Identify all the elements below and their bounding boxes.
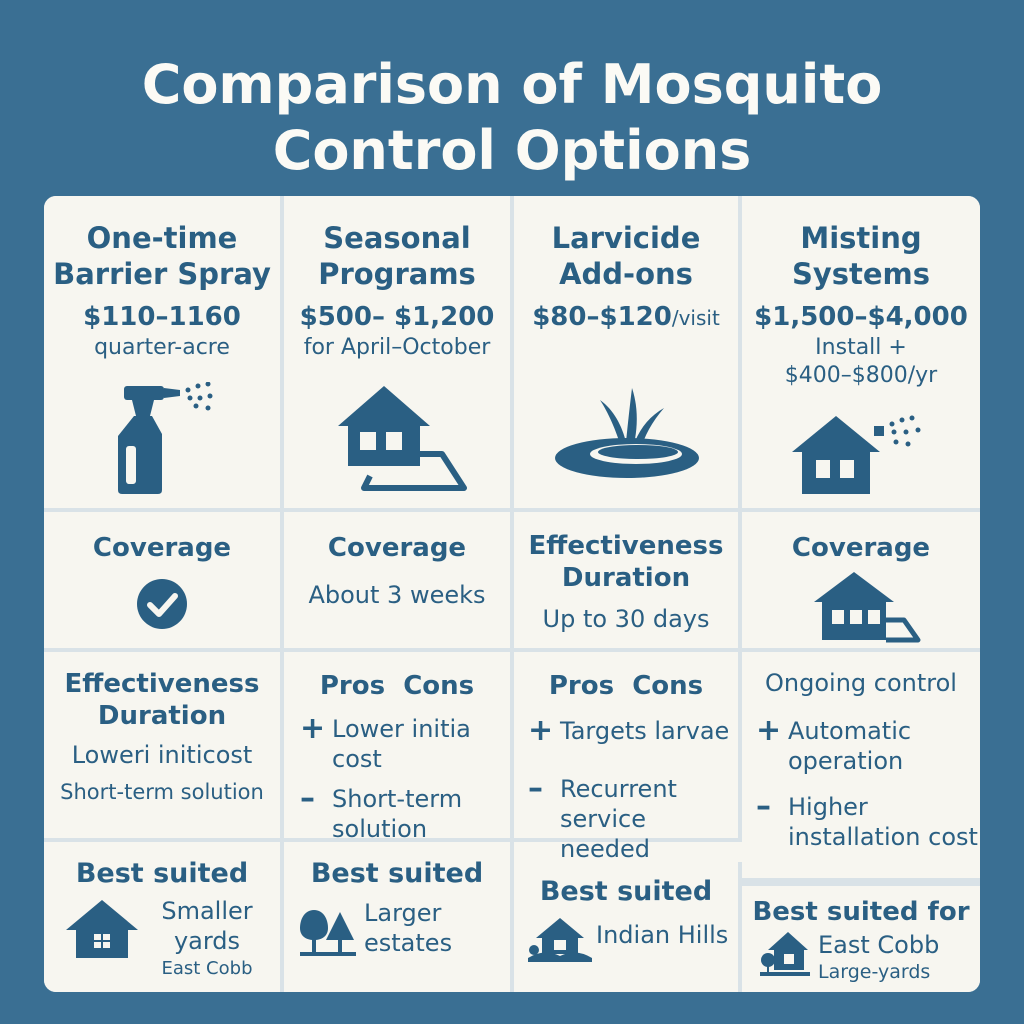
duration-cell-larvicide: Effectiveness Duration Up to 30 days	[514, 512, 742, 652]
pro-line-1: Lower initia	[332, 715, 471, 743]
cell-heading: Coverage	[92, 533, 232, 563]
pro-line-1: Automatic	[788, 717, 912, 745]
option-name-line-2: Systems	[791, 257, 931, 291]
house-hill-icon	[528, 916, 592, 962]
comparison-board: One-time Barrier Spray $110–1160 quarter…	[44, 196, 980, 992]
option-name-line-1: One-time	[86, 221, 238, 255]
cell-text-1: Loweri initicost	[71, 741, 253, 769]
option-card-seasonal-programs: Seasonal Programs $500– $1,200 for April…	[284, 196, 514, 512]
cell-text: About 3 weeks	[308, 581, 486, 609]
option-name-line-2: Programs	[318, 257, 476, 291]
option-price-note: for April–October	[303, 335, 491, 360]
con-item: – Higher installation cost	[756, 792, 980, 852]
pro-line-2: cost	[332, 745, 382, 773]
option-name-line-1: Seasonal	[323, 221, 471, 255]
option-name-line-1: Misting	[800, 221, 922, 255]
con-line-1: Recurrent	[560, 775, 677, 803]
pro-item: + Lower initia cost	[300, 714, 510, 774]
option-price-note-line-2: $400–$800/yr	[784, 363, 938, 388]
cell-text-2: Short-term solution	[60, 780, 264, 804]
best-suited-line-1: Indian Hills	[596, 921, 729, 949]
cell-heading: Ongoing control	[765, 669, 957, 697]
cell-heading-line-2: Duration	[561, 563, 691, 593]
minus-icon: –	[756, 789, 771, 824]
minus-icon: –	[300, 781, 315, 816]
plus-icon: +	[756, 713, 782, 748]
best-suited-line-1: East Cobb	[818, 931, 940, 959]
option-card-larvicide-addons: Larvicide Add-ons $80–$120/visit	[514, 196, 742, 512]
con-line-2: installation cost	[788, 823, 978, 851]
cell-heading: Best suited	[310, 858, 484, 889]
option-price-note-line-1: Install +	[815, 335, 907, 360]
house-misting-icon	[790, 414, 926, 498]
minus-icon: –	[528, 771, 543, 806]
best-suited-line-2: estates	[364, 929, 453, 957]
title-line-1: Comparison of Mosquito	[141, 53, 883, 116]
plus-icon: +	[528, 713, 554, 748]
con-line-2: service needed	[560, 805, 650, 863]
option-price: $110–1160	[83, 302, 241, 332]
best-suited-cell-barrier-spray: Best suited Smaller yards East Cobb	[44, 842, 284, 992]
house-yard-icon	[810, 570, 922, 644]
option-price-note: quarter-acre	[94, 335, 230, 360]
con-line-1: Higher	[788, 793, 868, 821]
water-puddle-icon	[552, 386, 702, 482]
option-price: $500– $1,200	[299, 302, 495, 332]
pro-line-2: operation	[788, 747, 904, 775]
best-suited-line-1: Larger	[364, 899, 442, 927]
con-line-1: Short-term	[332, 785, 463, 813]
cell-heading-line-2: Duration	[97, 701, 227, 731]
cell-heading: Coverage	[791, 533, 931, 563]
coverage-cell-seasonal: Coverage About 3 weeks	[284, 512, 514, 652]
title-line-2: Control Options	[272, 119, 752, 182]
duration-cell-barrier-spray: Effectiveness Duration Loweri initicost …	[44, 652, 284, 842]
house-yard-icon	[334, 384, 470, 494]
pros-cons-cell-larvicide: Pros Cons + Targets larvae – Recurrent s…	[514, 652, 742, 863]
cell-heading: Pros Cons	[548, 671, 704, 701]
best-suited-line-3: East Cobb	[161, 958, 253, 979]
option-price: $1,500–$4,000	[754, 302, 968, 332]
house-icon	[64, 898, 140, 960]
best-suited-cell-misting: Best suited for East Cobb Large-yards	[742, 882, 980, 992]
cell-heading: Best suited for	[752, 897, 970, 927]
best-suited-line-2: Large-yards	[818, 961, 931, 983]
option-price: $80–$120	[532, 302, 672, 332]
con-line-2: solution	[332, 815, 428, 843]
con-item: – Recurrent service needed	[528, 774, 738, 864]
pro-item: + Targets larvae	[528, 716, 738, 746]
house-tree-icon	[760, 930, 810, 976]
cell-heading: Coverage	[327, 533, 467, 563]
con-item: – Short-term solution	[300, 784, 510, 844]
best-suited-line-2: yards	[173, 927, 241, 955]
cell-heading-line-1: Effectiveness	[528, 531, 724, 561]
coverage-cell-barrier-spray: Coverage	[44, 512, 284, 652]
pro-item: + Automatic operation	[756, 716, 980, 776]
option-name-line-2: Add-ons	[559, 257, 693, 291]
best-suited-cell-larvicide: Best suited Indian Hills	[514, 862, 742, 992]
best-suited-cell-seasonal: Best suited Larger estates	[284, 842, 514, 992]
cell-heading-line-1: Effectiveness	[64, 669, 260, 699]
option-price-unit: /visit	[671, 306, 720, 330]
coverage-cell-misting: Coverage	[742, 512, 980, 652]
cell-heading: Best suited	[75, 858, 249, 889]
option-name-line-1: Larvicide	[551, 221, 701, 255]
option-card-barrier-spray: One-time Barrier Spray $110–1160 quarter…	[44, 196, 284, 512]
option-card-misting-systems: Misting Systems $1,500–$4,000 Install + …	[742, 196, 980, 512]
checkmark-circle-icon	[136, 578, 188, 630]
cell-heading: Best suited	[539, 876, 713, 907]
pro-line-1: Targets larvae	[560, 717, 730, 745]
best-suited-line-1: Smaller	[161, 897, 253, 925]
cell-text: Up to 30 days	[542, 605, 710, 633]
pros-cons-cell-seasonal: Pros Cons + Lower initia cost – Short-te…	[284, 652, 514, 844]
plus-icon: +	[300, 711, 326, 746]
trees-icon	[300, 906, 356, 958]
page-title: Comparison of Mosquito Control Options	[0, 52, 1024, 184]
pros-cons-cell-misting: Ongoing control + Automatic operation – …	[742, 652, 980, 882]
spray-bottle-icon	[110, 382, 220, 498]
cell-heading: Pros Cons	[319, 671, 475, 701]
option-name-line-2: Barrier Spray	[53, 257, 271, 291]
